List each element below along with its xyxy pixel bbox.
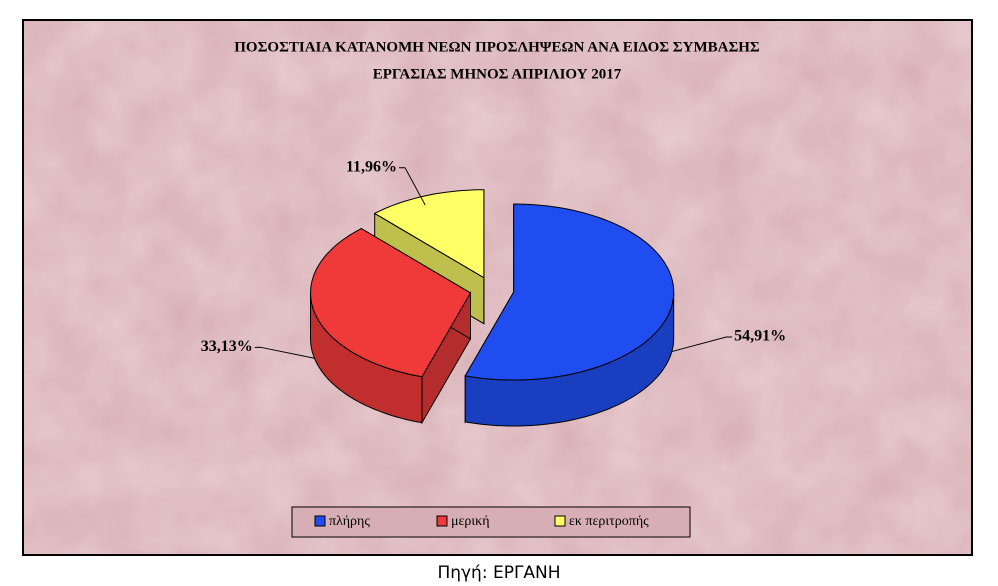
data-label: 11,96% xyxy=(346,158,397,175)
legend-box xyxy=(291,506,691,538)
chart-title: ΕΡΓΑΣΙΑΣ ΜΗΝΟΣ ΑΠΡΙΛΙΟΥ 2017 xyxy=(373,66,622,82)
slice xyxy=(310,228,472,378)
slice xyxy=(464,203,675,381)
legend-label: πλήρης xyxy=(329,514,370,529)
legend-swatch xyxy=(436,515,448,527)
legend-label: μερική xyxy=(451,514,490,529)
legend-swatch xyxy=(554,515,566,527)
chart-title: ΠΟΣΟΣΤΙΑΙΑ ΚΑΤΑΝΟΜΗ ΝΕΩΝ ΠΡΟΣΛΗΨΕΩΝ ΑΝΑ … xyxy=(234,39,760,55)
data-label: 33,13% xyxy=(201,338,253,355)
leader-line xyxy=(671,336,733,353)
background-texture xyxy=(24,21,971,554)
leader-line xyxy=(254,346,315,359)
leader-line xyxy=(399,167,426,206)
data-label: 54,91% xyxy=(734,328,786,345)
legend-label: εκ περιτροπής xyxy=(569,514,649,529)
legend-swatch xyxy=(314,515,326,527)
source-note: Πηγή: ΕΡΓΑΝΗ xyxy=(437,563,560,583)
slice xyxy=(373,189,485,279)
